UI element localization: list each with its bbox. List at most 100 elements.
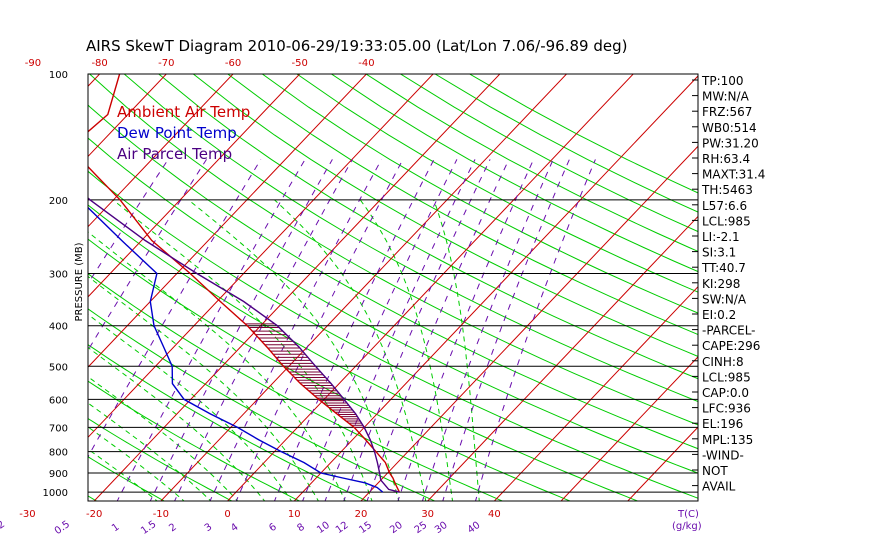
top-temp-tick-label: -80 [91,58,107,69]
index-value: EL:196 [702,417,743,431]
series-line-0 [88,74,401,493]
chart-grid [0,55,698,503]
mixing-ratio-line [235,159,404,501]
top-temp-tick-label: -50 [292,58,308,69]
index-value: -PARCEL- [702,324,756,338]
mixing-ratio-label: 20 [388,520,405,536]
chart-title: AIRS SkewT Diagram 2010-06-29/19:33:05.0… [86,37,627,55]
legend-entry: Ambient Air Temp [117,103,250,121]
index-value: TP:100 [701,74,744,88]
index-value: PW:31.20 [702,136,759,150]
dry-adiabat-line [192,74,698,357]
isotherm-line [88,74,168,158]
dry-adiabat-line [296,74,698,293]
mixing-ratio-label: 10 [315,520,332,536]
top-temp-tick-label: -40 [358,58,374,69]
mixing-ratio-label: 6 [267,522,279,535]
isotherm-line [88,74,368,368]
index-value: AVAIL [702,480,736,494]
bottom-unit-label: T(C) [677,509,699,520]
mixing-ratio-line [421,159,554,501]
index-value: MPL:135 [702,433,753,447]
pressure-tick-label: 100 [49,70,68,81]
moist-adiabat-line [359,199,454,501]
bottom-temp-tick-label: 40 [488,509,501,520]
pressure-tick-label: 1000 [43,488,68,499]
dry-adiabat-line [158,74,698,380]
index-value: SW:N/A [702,292,747,306]
pressure-tick-label: 300 [49,270,68,281]
dry-adiabat-line [434,74,698,213]
moist-adiabat-line [274,199,427,501]
mixing-ratio-label: 2 [167,522,179,535]
isotherm-line [88,74,301,298]
mixing-ratio-line [397,159,535,501]
mixing-ratio-label: 4 [229,522,241,535]
plot-frame [87,73,699,502]
index-value: SI:3.1 [702,246,736,260]
mixing-ratio-line [173,159,353,501]
mixing-ratio-line [116,159,306,501]
mixing-ratio-line [302,159,458,501]
isotherm-line [426,215,698,501]
dry-adiabat-line [88,104,698,450]
mixing-ratio-label: 8 [295,522,307,535]
moist-adiabat-line [88,313,293,501]
chart-series [88,74,401,493]
chart-legend: Ambient Air Temp Dew Point Temp Air Parcel… [117,103,250,163]
bottom-temp-tick-label: 10 [288,509,301,520]
dry-adiabat-line [331,74,698,273]
isotherm-line [627,426,698,501]
moist-adiabat-line [433,199,480,501]
bottom-temp-tick-label: 20 [355,509,368,520]
moist-adiabat-line [112,199,373,501]
mixing-ratio-line [474,159,596,501]
mixing-ratio-label: 0.2 [0,519,7,537]
dry-adiabat-line [365,74,698,252]
series-line-1 [88,206,384,493]
bottom-temp-tick-label: -20 [86,509,102,520]
bottom-temp-tick-label: -10 [153,509,169,520]
y-axis-label: PRESSURE (MB) [74,242,85,321]
index-value: WB0:514 [702,121,757,135]
moist-adiabat-line [88,346,266,501]
chart-axes: 1002003004005006007008009001000PRESSURE … [0,58,702,537]
index-value: FRZ:567 [702,105,752,119]
legend-entry: Air Parcel Temp [117,145,232,163]
index-value: EI:0.2 [702,308,736,322]
pressure-tick-label: 500 [49,362,68,373]
index-value: -WIND- [702,448,744,462]
mixing-ratio-line [209,159,382,501]
moist-adiabat-line [88,376,239,501]
index-value: L57:6.6 [702,199,747,213]
index-value: LI:-2.1 [702,230,740,244]
legend-entry: Dew Point Temp [117,124,237,142]
index-value: LFC:936 [702,402,751,416]
bottom-temp-tick-label: 30 [421,509,434,520]
bottom-temp-tick-label: -30 [19,509,35,520]
index-value: LCL:985 [702,214,751,228]
mixing-ratio-line [366,159,510,501]
mixing-ratio-label: 30 [433,520,450,536]
mixing-ratio-unit-label: (g/kg) [672,521,702,532]
mixing-ratio-line [88,159,262,458]
index-value: CAP:0.0 [702,386,749,400]
pressure-tick-label: 200 [49,196,68,207]
pressure-tick-label: 900 [49,469,68,480]
isotherm-line [293,75,698,501]
isotherm-line [0,55,51,503]
isotherm-line [160,74,568,501]
mixing-ratio-label: 0.5 [53,519,72,537]
index-value: CINH:8 [702,355,744,369]
isotherm-line [493,285,698,501]
series-line-2 [88,197,400,493]
index-value: MW:N/A [702,90,750,104]
isotherm-line [226,74,634,501]
pressure-tick-label: 800 [49,448,68,459]
dry-adiabat-line [227,74,698,336]
index-value: CAPE:296 [702,339,760,353]
isotherm-line [360,145,698,501]
isotherm-line [560,356,698,501]
index-value: RH:63.4 [702,152,750,166]
mixing-ratio-label: 25 [413,520,430,536]
